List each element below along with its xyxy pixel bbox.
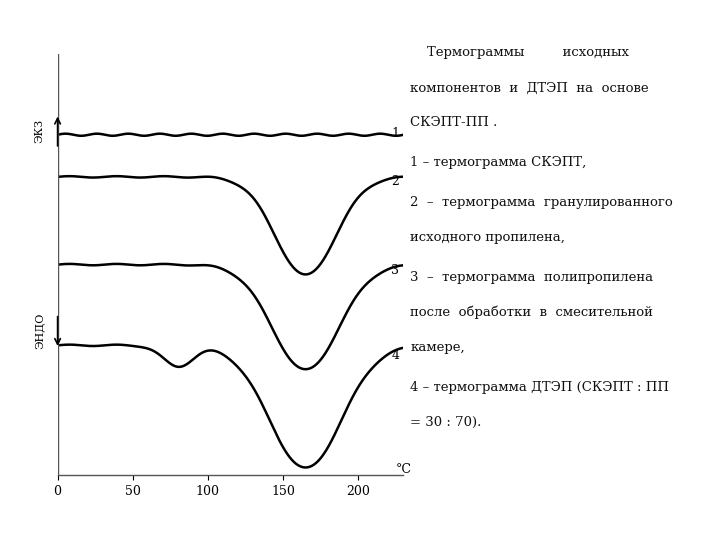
Text: 4: 4: [391, 349, 399, 362]
Text: камере,: камере,: [410, 341, 465, 354]
Text: 2: 2: [391, 174, 399, 187]
Text: 2  –  термограмма  гранулированного: 2 – термограмма гранулированного: [410, 196, 673, 209]
Text: °C: °C: [396, 463, 412, 476]
Text: 3  –  термограмма  полипропилена: 3 – термограмма полипропилена: [410, 271, 654, 284]
Text: 1: 1: [391, 127, 399, 140]
Text: компонентов  и  ДТЭП  на  основе: компонентов и ДТЭП на основе: [410, 82, 649, 94]
Text: = 30 : 70).: = 30 : 70).: [410, 416, 482, 429]
Text: после  обработки  в  смесительной: после обработки в смесительной: [410, 306, 653, 320]
Text: СКЭПТ-ПП .: СКЭПТ-ПП .: [410, 117, 498, 130]
Text: 3: 3: [391, 264, 399, 278]
Text: ЭНДО: ЭНДО: [35, 313, 45, 349]
Text: исходного пропилена,: исходного пропилена,: [410, 231, 565, 244]
Text: Термограммы         исходных: Термограммы исходных: [410, 46, 629, 59]
Text: 4 – термограмма ДТЭП (СКЭПТ : ПП: 4 – термограмма ДТЭП (СКЭПТ : ПП: [410, 381, 670, 394]
Text: ЭКЗ: ЭКЗ: [35, 119, 45, 143]
Text: 1 – термограмма СКЭПТ,: 1 – термограмма СКЭПТ,: [410, 156, 587, 169]
